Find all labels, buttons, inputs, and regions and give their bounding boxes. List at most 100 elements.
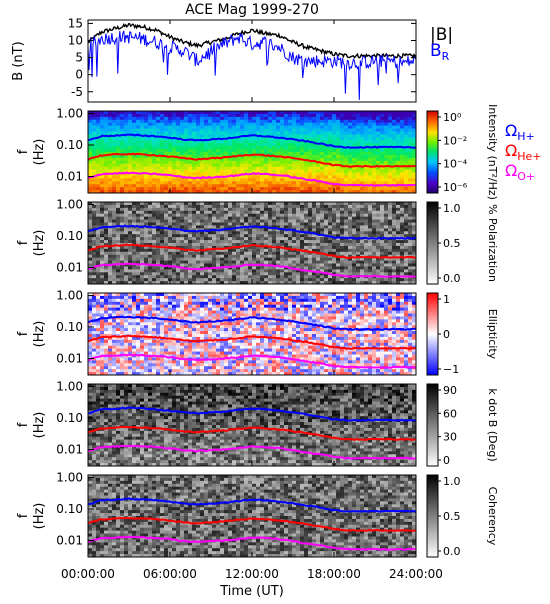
spectrogram-cell — [108, 211, 112, 214]
spectrogram-cell — [248, 217, 252, 220]
spectrogram-cell — [328, 240, 332, 243]
spectrogram-cell — [400, 243, 404, 246]
spectrogram-cell — [88, 170, 92, 173]
spectrogram-cell — [268, 149, 272, 152]
spectrogram-cell — [208, 252, 212, 255]
spectrogram-cell — [92, 272, 96, 275]
spectrogram-cell — [292, 164, 296, 167]
spectrogram-cell — [172, 178, 176, 181]
spectrogram-cell — [368, 208, 372, 211]
spectrogram-cell — [304, 246, 308, 249]
spectrogram-cell — [272, 211, 276, 214]
spectrogram-cell — [88, 334, 92, 337]
spectrogram-cell — [116, 155, 120, 158]
spectrogram-cell — [364, 261, 368, 264]
spectrogram-cell — [268, 140, 272, 143]
br-line — [88, 31, 416, 100]
spectrogram-cell — [128, 252, 132, 255]
spectrogram-cell — [320, 246, 324, 249]
spectrogram-cell — [192, 149, 196, 152]
spectrogram-cell — [320, 214, 324, 217]
spectrogram-cell — [140, 143, 144, 146]
spectrogram-cell — [148, 164, 152, 167]
spectrogram-cell — [152, 228, 156, 231]
spectrogram-cell — [244, 205, 248, 208]
spectrogram-cell — [124, 211, 128, 214]
spectrogram-cell — [92, 126, 96, 129]
spectrogram-cell — [308, 217, 312, 220]
spectrogram-cell — [304, 275, 308, 278]
spectrogram-cell — [244, 261, 248, 264]
spectrogram-cell — [240, 240, 244, 243]
spectrogram-cell — [216, 140, 220, 143]
spectrogram-cell — [392, 231, 396, 234]
spectrogram-cell — [336, 264, 340, 267]
spectrogram-cell — [200, 246, 204, 249]
spectrogram-cell — [292, 129, 296, 132]
spectrogram-cell — [252, 158, 256, 161]
spectrogram-cell — [320, 217, 324, 220]
spectrogram-cell — [260, 211, 264, 214]
spectrogram-cell — [388, 117, 392, 120]
spectrogram-cell — [112, 231, 116, 234]
spectrogram-cell — [360, 223, 364, 226]
spectrogram-cell — [376, 132, 380, 135]
spectrogram-cell — [224, 252, 228, 255]
spectrogram-cell — [292, 220, 296, 223]
spectrogram-cell — [188, 234, 192, 237]
spectrogram-cell — [244, 140, 248, 143]
spectrogram-cell — [100, 143, 104, 146]
spectrogram-cell — [292, 255, 296, 258]
spectrogram-cell — [168, 152, 172, 155]
spectrogram-cell — [288, 117, 292, 120]
spectrogram-cell — [384, 155, 388, 158]
spectrogram-cell — [220, 184, 224, 187]
spectrogram-cell — [256, 249, 260, 252]
spectrogram-cell — [276, 211, 280, 214]
spectrogram-cell — [156, 181, 160, 184]
spectrogram-cell — [168, 158, 172, 161]
spectrogram-cell — [228, 143, 232, 146]
spectrogram-cell — [144, 140, 148, 143]
spectrogram-cell — [88, 114, 92, 117]
spectrogram-cell — [168, 211, 172, 214]
spectrogram-cell — [188, 114, 192, 117]
spectrogram-cell — [136, 137, 140, 140]
spectrogram-cell — [344, 114, 348, 117]
spectrogram-cell — [308, 243, 312, 246]
spectrogram-cell — [144, 220, 148, 223]
spectrogram-cell — [280, 234, 284, 237]
spectrogram-cell — [196, 252, 200, 255]
spectrogram-cell — [352, 252, 356, 255]
spectrogram-cell — [392, 252, 396, 255]
spectrogram-cell — [188, 149, 192, 152]
spectrogram-cell — [224, 255, 228, 258]
spectrogram-cell — [112, 178, 116, 181]
spectrogram-cell — [212, 252, 216, 255]
spectrogram-cell — [112, 211, 116, 214]
spectrogram-cell — [408, 278, 412, 281]
spectrogram-cell — [120, 143, 124, 146]
spectrogram-cell — [172, 164, 176, 167]
spectrogram-cell — [388, 114, 392, 117]
spectrogram-cell — [164, 243, 168, 246]
spectrogram-cell — [376, 205, 380, 208]
spectrogram-cell — [396, 223, 400, 226]
spectrogram-cell — [268, 167, 272, 170]
spectrogram-cell — [104, 140, 108, 143]
spectrogram-cell — [196, 261, 200, 264]
spectrogram-cell — [348, 143, 352, 146]
spectrogram-cell — [140, 149, 144, 152]
spectrogram-cell — [348, 120, 352, 123]
spectrogram-cell — [204, 120, 208, 123]
spectrogram-cell — [408, 249, 412, 252]
spectrogram-cell — [256, 231, 260, 234]
spectrogram-cell — [352, 246, 356, 249]
spectrogram-cell — [372, 266, 376, 269]
spectrogram-cell — [372, 161, 376, 164]
spectrogram-cell — [116, 158, 120, 161]
spectrogram-cell — [248, 178, 252, 181]
spectrogram-cell — [388, 225, 392, 228]
spectrogram-cell — [192, 234, 196, 237]
spectrogram-cell — [248, 149, 252, 152]
